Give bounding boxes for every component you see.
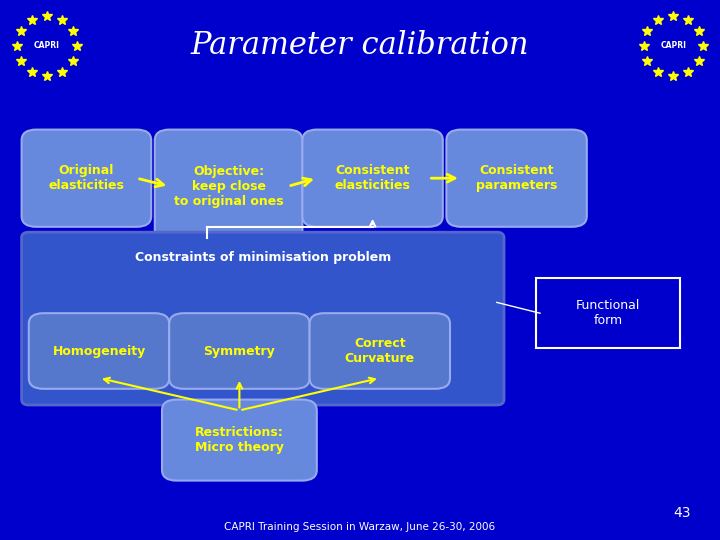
Text: Restrictions:
Micro theory: Restrictions: Micro theory bbox=[195, 426, 284, 454]
FancyBboxPatch shape bbox=[536, 278, 680, 348]
Text: Consistent
parameters: Consistent parameters bbox=[476, 164, 557, 192]
Text: Correct
Curvature: Correct Curvature bbox=[345, 337, 415, 365]
FancyBboxPatch shape bbox=[162, 400, 317, 481]
FancyBboxPatch shape bbox=[22, 232, 504, 405]
FancyBboxPatch shape bbox=[155, 130, 302, 243]
Text: CAPRI: CAPRI bbox=[34, 42, 60, 50]
FancyBboxPatch shape bbox=[310, 313, 450, 389]
FancyBboxPatch shape bbox=[302, 130, 443, 227]
FancyBboxPatch shape bbox=[22, 130, 151, 227]
Text: Constraints of minimisation problem: Constraints of minimisation problem bbox=[135, 251, 391, 264]
Text: Objective:
keep close
to original ones: Objective: keep close to original ones bbox=[174, 165, 284, 208]
Text: Functional
form: Functional form bbox=[576, 299, 641, 327]
FancyBboxPatch shape bbox=[446, 130, 587, 227]
FancyBboxPatch shape bbox=[169, 313, 310, 389]
Text: CAPRI Training Session in Warzaw, June 26-30, 2006: CAPRI Training Session in Warzaw, June 2… bbox=[225, 522, 495, 531]
Text: Consistent
elasticities: Consistent elasticities bbox=[335, 164, 410, 192]
Text: CAPRI: CAPRI bbox=[660, 42, 686, 50]
FancyBboxPatch shape bbox=[29, 313, 169, 389]
Text: Parameter calibration: Parameter calibration bbox=[191, 30, 529, 62]
Text: 43: 43 bbox=[674, 506, 691, 520]
Text: Symmetry: Symmetry bbox=[204, 345, 275, 357]
Text: Original
elasticities: Original elasticities bbox=[48, 164, 125, 192]
Text: Homogeneity: Homogeneity bbox=[53, 345, 145, 357]
